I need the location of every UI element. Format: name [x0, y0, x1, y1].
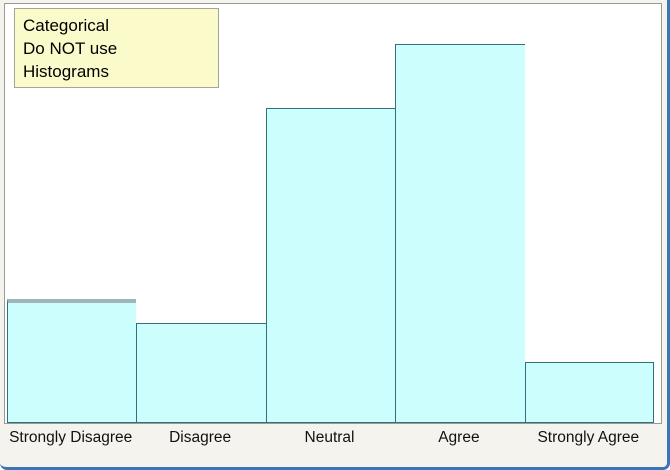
bar-neutral: [265, 107, 396, 423]
note-box: Categorical Do NOT use Histograms: [14, 8, 219, 88]
category-label-neutral: Neutral: [304, 429, 355, 446]
category-label-agree: Agree: [438, 429, 480, 446]
bar-strongly-disagree: [7, 298, 137, 423]
note-line-1: Categorical: [23, 16, 109, 35]
bar-strongly-agree: [524, 361, 654, 423]
category-label-strongly-agree: Strongly Agree: [537, 429, 640, 446]
category-label-strongly-disagree: Strongly Disagree: [9, 429, 133, 446]
note-line-2: Do NOT use: [23, 39, 118, 59]
bar-agree: [395, 43, 525, 423]
note-line-3: Histograms: [23, 62, 109, 82]
category-label-disagree: Disagree: [169, 429, 232, 446]
plot-area: Categorical Do NOT use Histograms: [4, 3, 662, 424]
bar-disagree: [136, 322, 266, 423]
category-labels: Strongly Disagree Disagree Neutral Agree Str…: [0, 424, 670, 460]
